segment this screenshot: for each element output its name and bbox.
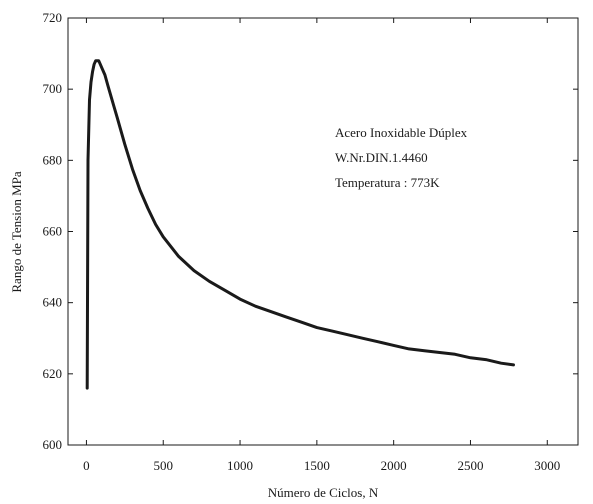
x-tick-label: 3000 <box>534 458 560 473</box>
series-layer <box>85 59 515 390</box>
axes: 0 500 1000 1500 2000 2500 3000 600 620 640 660 680 7… <box>43 10 578 473</box>
annotation-text: Acero Inoxidable Dúplex <box>335 125 468 140</box>
y-tick-label: 700 <box>43 81 63 96</box>
annotation-text: Temperatura : 773K <box>335 175 440 190</box>
y-tick-label: 660 <box>43 224 63 239</box>
y-tick-label: 720 <box>43 10 63 25</box>
x-axis-title: Número de Ciclos, N <box>268 485 379 500</box>
x-tick-label: 1000 <box>227 458 253 473</box>
x-tick-label: 0 <box>83 458 90 473</box>
y-tick-label: 600 <box>43 437 63 452</box>
x-tick-label: 2500 <box>457 458 483 473</box>
y-tick-label: 640 <box>43 295 63 310</box>
annotations: Acero Inoxidable Dúplex W.Nr.DIN.1.4460 Te… <box>335 125 468 190</box>
annotation-text: W.Nr.DIN.1.4460 <box>335 150 428 165</box>
series-line-0 <box>85 59 515 390</box>
x-tick-label: 500 <box>153 458 173 473</box>
x-tick-label: 1500 <box>304 458 330 473</box>
y-tick-label: 680 <box>43 152 63 167</box>
y-axis-title: Rango de Tension MPa <box>9 171 24 292</box>
y-tick-label: 620 <box>43 366 63 381</box>
x-tick-label: 2000 <box>381 458 407 473</box>
plot-frame <box>67 17 579 446</box>
